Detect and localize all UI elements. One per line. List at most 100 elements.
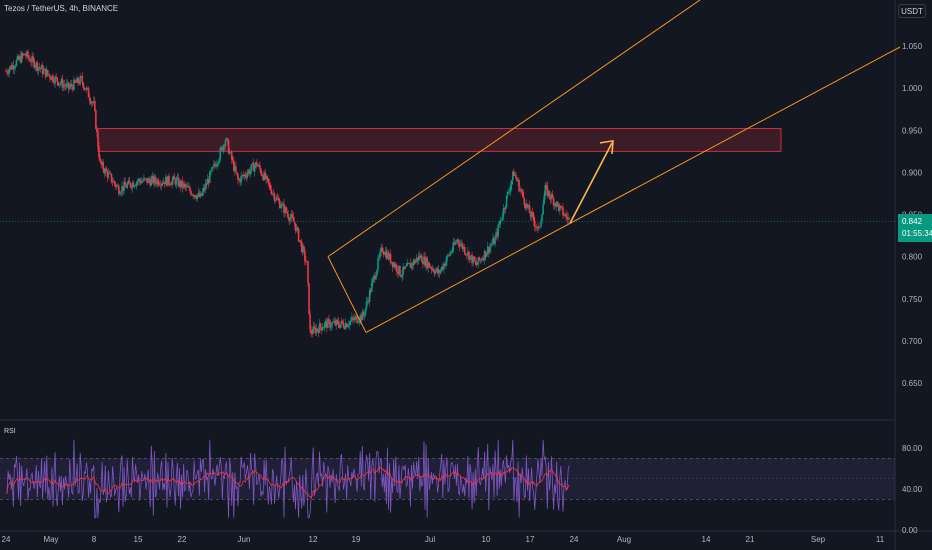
candle xyxy=(330,321,332,332)
candle-body xyxy=(492,238,494,244)
candle-body xyxy=(227,140,230,154)
candle-body xyxy=(136,181,139,183)
candle xyxy=(519,185,521,193)
candle-body xyxy=(195,197,197,199)
currency-unit-button[interactable]: USDT xyxy=(898,4,926,18)
candle xyxy=(415,254,418,263)
candle xyxy=(57,81,60,87)
candle-body xyxy=(15,60,18,66)
candle xyxy=(315,324,318,336)
candle-body xyxy=(284,207,286,213)
candle xyxy=(106,169,109,183)
candle xyxy=(305,255,307,266)
candle xyxy=(548,190,551,201)
bar-countdown: 01:55:34 xyxy=(902,229,932,238)
candle xyxy=(108,170,111,174)
candle xyxy=(384,246,387,258)
candle-body xyxy=(81,76,84,83)
candle-body xyxy=(487,246,490,253)
candle-body xyxy=(545,184,548,186)
candle-body xyxy=(353,318,355,321)
candle-body xyxy=(475,261,478,266)
candle xyxy=(264,168,266,181)
candle-body xyxy=(242,175,245,177)
candle xyxy=(419,250,421,260)
rsi-indicator-label[interactable]: RSI xyxy=(4,428,16,435)
x-tick-label: 24 xyxy=(2,535,11,544)
candle-body xyxy=(130,186,133,189)
candle xyxy=(7,68,9,77)
candle xyxy=(417,252,420,265)
candle xyxy=(435,267,438,273)
candle xyxy=(346,324,349,328)
candle xyxy=(11,62,14,71)
candle-body xyxy=(271,193,274,195)
candle-body xyxy=(102,162,104,170)
candle-body xyxy=(371,278,374,283)
candle xyxy=(312,321,315,335)
candle-body xyxy=(320,327,323,331)
candle xyxy=(496,228,498,241)
candle-body xyxy=(87,88,90,98)
candle xyxy=(144,177,146,181)
candle-body xyxy=(37,67,40,71)
candle-body xyxy=(265,175,268,180)
candle-body xyxy=(390,261,393,263)
candle xyxy=(487,246,490,258)
candle xyxy=(218,157,220,166)
candle-body xyxy=(370,282,373,292)
candle xyxy=(400,274,402,278)
candle-body xyxy=(483,250,486,261)
candle-body xyxy=(44,68,47,77)
chart-title: Tezos / TetherUS, 4h, BINANCE xyxy=(4,4,119,13)
candle xyxy=(422,260,424,269)
candle xyxy=(369,287,372,296)
candle xyxy=(528,200,531,214)
candle-body xyxy=(144,177,146,179)
candle-body xyxy=(389,253,392,263)
candle xyxy=(107,167,110,180)
candle-body xyxy=(399,265,401,276)
candle xyxy=(73,76,75,91)
candle-body xyxy=(282,203,284,205)
candle-body xyxy=(185,185,188,188)
candle-body xyxy=(479,259,482,261)
candle-body xyxy=(78,82,80,84)
candle-body xyxy=(292,217,295,222)
candle-body xyxy=(270,189,273,195)
candle-body xyxy=(470,254,472,256)
candle-body xyxy=(30,61,32,63)
candle-body xyxy=(210,171,212,172)
candle-body xyxy=(68,86,71,89)
candle-body xyxy=(564,214,566,216)
candle-body xyxy=(374,275,376,280)
candle xyxy=(190,189,192,197)
candle xyxy=(472,255,474,267)
candle-body xyxy=(153,176,156,184)
candle-body xyxy=(170,184,172,186)
candle xyxy=(377,254,379,273)
candle xyxy=(281,201,283,212)
candle-body xyxy=(58,83,61,86)
x-tick-label: 10 xyxy=(482,535,491,544)
candle-body xyxy=(401,274,403,278)
candle-body xyxy=(27,51,29,58)
candle xyxy=(211,167,213,173)
candle-body xyxy=(343,327,346,329)
candle xyxy=(429,264,432,269)
candle xyxy=(63,79,66,91)
y-tick-label: 1.000 xyxy=(902,84,923,93)
candle-body xyxy=(489,246,491,253)
candle xyxy=(310,325,312,338)
candle-body xyxy=(214,163,216,166)
candle-body xyxy=(107,172,110,178)
candle-body xyxy=(494,237,496,245)
candle-body xyxy=(316,328,319,330)
candle-body xyxy=(140,181,142,184)
candle xyxy=(313,322,316,329)
candle-body xyxy=(366,300,369,302)
candle-body xyxy=(150,178,153,186)
candle-body xyxy=(28,57,30,59)
candle xyxy=(250,164,253,175)
